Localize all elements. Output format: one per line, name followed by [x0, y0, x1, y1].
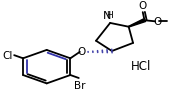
Text: Cl: Cl [2, 51, 13, 61]
Text: O: O [139, 1, 147, 11]
Text: Br: Br [74, 80, 85, 90]
Text: N: N [102, 11, 111, 21]
Text: O: O [78, 47, 86, 56]
Text: HCl: HCl [131, 60, 151, 72]
Text: O: O [153, 17, 161, 27]
Text: H: H [106, 11, 113, 19]
Polygon shape [128, 20, 146, 28]
